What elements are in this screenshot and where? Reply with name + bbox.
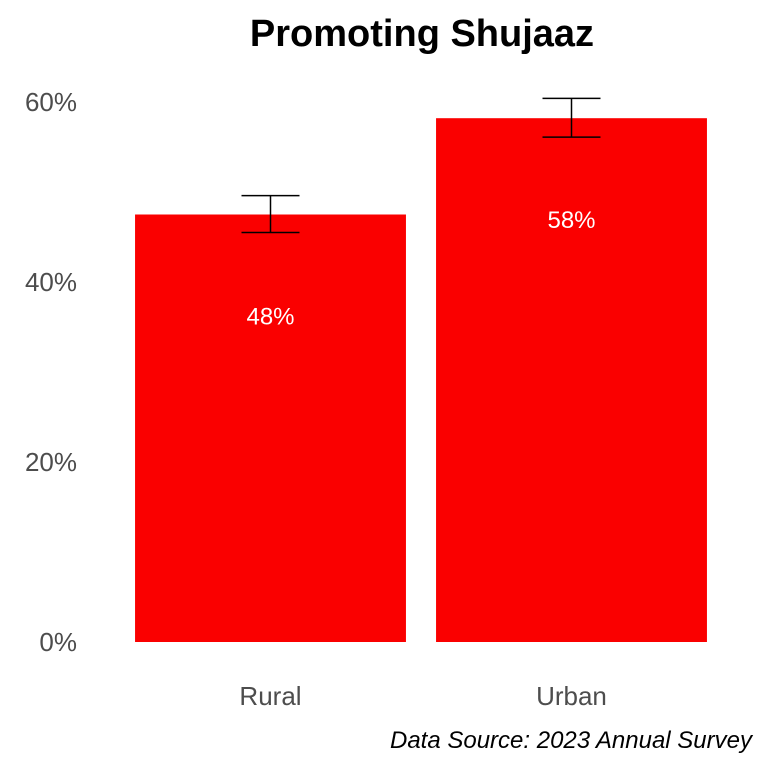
- error-bar-urban: [542, 97, 601, 138]
- bars-layer: [135, 118, 707, 642]
- bar-rural: [135, 214, 406, 642]
- y-tick-label: 0%: [39, 627, 77, 657]
- x-tick-label-rural: Rural: [239, 681, 301, 711]
- y-tick-label: 20%: [25, 447, 77, 477]
- y-axis: 0% 20% 40% 60%: [25, 87, 77, 657]
- x-tick-label-urban: Urban: [536, 681, 607, 711]
- data-labels-layer: 48% 58%: [246, 207, 595, 330]
- y-tick-label: 60%: [25, 87, 77, 117]
- chart-title: Promoting Shujaaz: [250, 13, 594, 55]
- chart-caption: Data Source: 2023 Annual Survey: [390, 727, 754, 754]
- error-bar-rural: [241, 194, 300, 234]
- x-axis: Rural Urban: [239, 681, 606, 711]
- data-label-rural: 48%: [246, 304, 294, 331]
- bar-urban: [436, 118, 707, 642]
- error-bars-layer: [241, 97, 601, 234]
- data-label-urban: 58%: [547, 207, 595, 234]
- y-tick-label: 40%: [25, 267, 77, 297]
